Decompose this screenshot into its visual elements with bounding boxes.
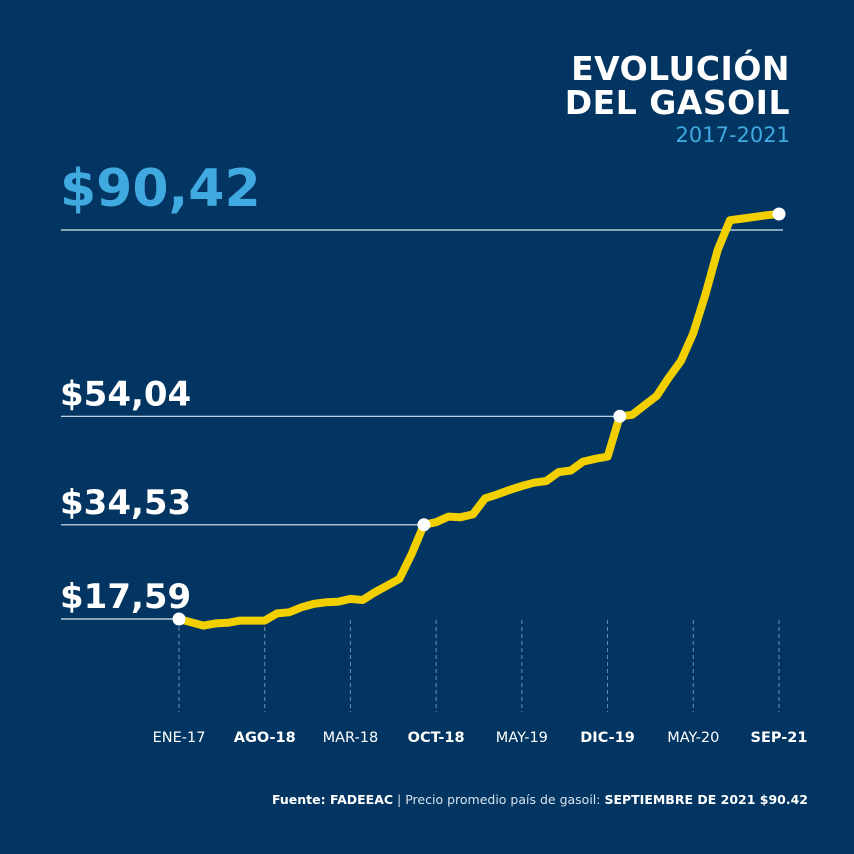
chart-title-line-1: EVOLUCIÓN — [571, 49, 790, 88]
x-tick-label: ENE-17 — [153, 730, 206, 746]
data-point-marker — [417, 518, 431, 532]
price-reference-lines — [61, 229, 783, 620]
chart-subtitle: 2017-2021 — [675, 123, 790, 147]
footer-source-label: Fuente: FADEEAC — [271, 792, 394, 807]
x-tick-label: MAY-20 — [667, 730, 719, 746]
footer-highlight: SEPTIEMBRE DE 2021 $90.42 — [604, 792, 808, 807]
price-series — [175, 210, 783, 630]
price-label: $17,59 — [60, 577, 191, 617]
footer-separator: | — [393, 792, 406, 807]
price-label: $34,53 — [60, 483, 191, 523]
guide-lines — [178, 620, 780, 712]
x-tick-label: OCT-18 — [408, 730, 465, 746]
x-tick-label: SEP-21 — [751, 730, 808, 746]
annotated-points — [172, 207, 786, 626]
price-label: $54,04 — [60, 374, 191, 414]
x-tick-label: MAR-18 — [323, 730, 379, 746]
data-point-marker — [172, 612, 186, 626]
price-labels: $17,59 $34,53 $54,04 $90,42 — [60, 159, 261, 617]
title-block: EVOLUCIÓN DEL GASOIL 2017-2021 — [565, 52, 790, 148]
footer-source: Fuente: FADEEAC | Precio promedio país d… — [272, 792, 808, 807]
x-tick-label: AGO-18 — [234, 730, 296, 746]
data-point-marker — [613, 409, 627, 423]
price-label: $90,42 — [60, 159, 261, 219]
x-tick-label: MAY-19 — [496, 730, 548, 746]
x-tick-label: DIC-19 — [580, 730, 635, 746]
price-line — [175, 210, 783, 630]
data-point-marker — [772, 207, 786, 221]
footer-description: Precio promedio país de gasoil: — [405, 792, 605, 807]
x-axis-tick-labels: ENE-17 AGO-18 MAR-18 OCT-18 MAY-19 DIC-19 MAY-… — [153, 730, 808, 746]
chart-title-line-2: DEL GASOIL — [564, 83, 790, 122]
